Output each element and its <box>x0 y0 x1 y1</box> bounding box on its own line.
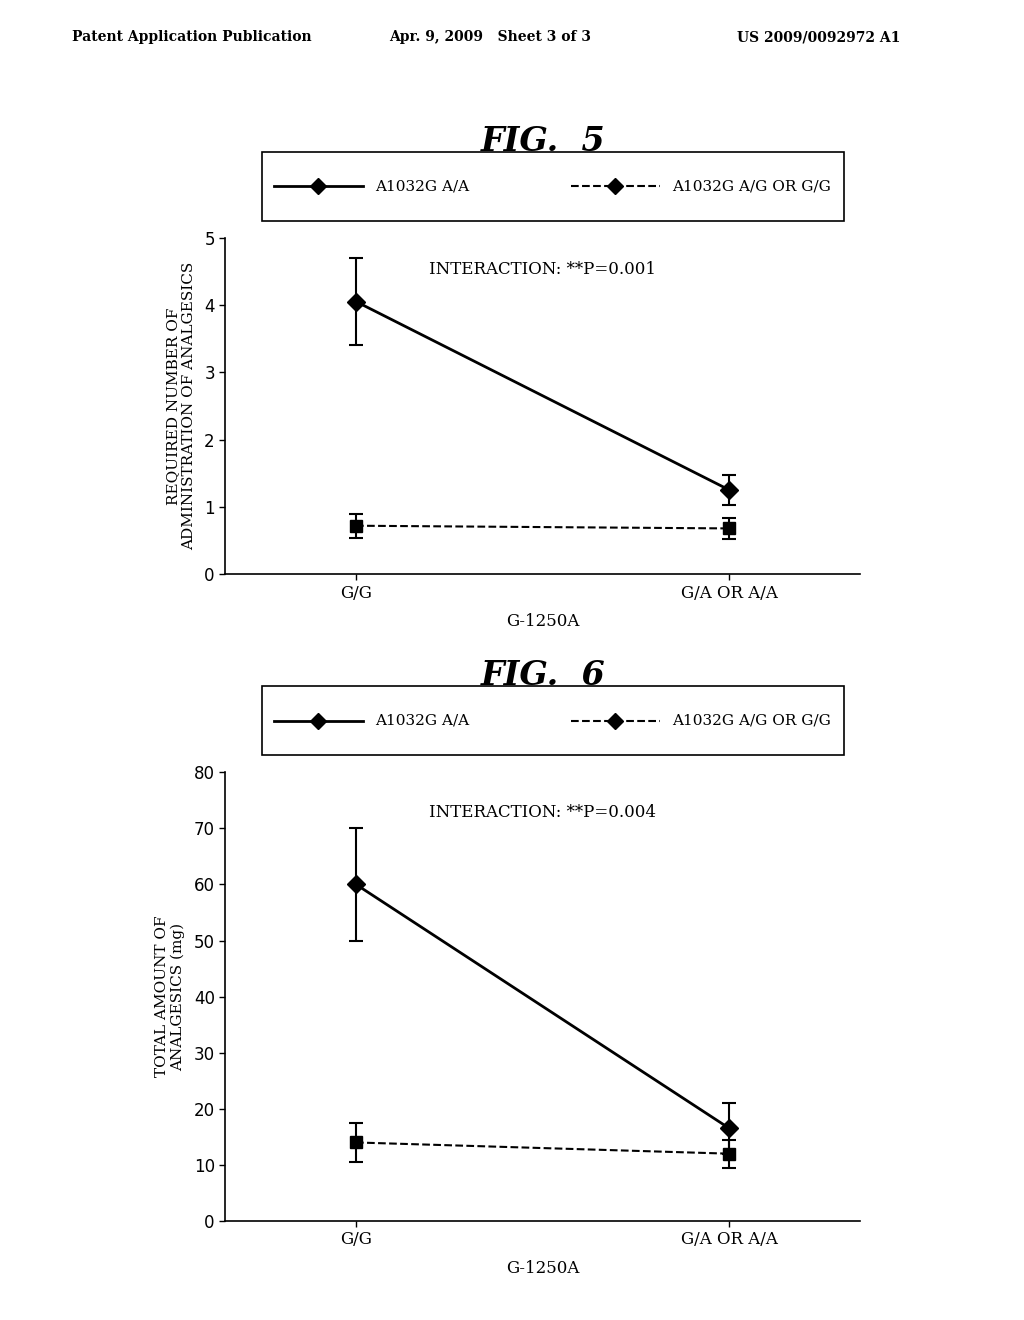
Y-axis label: TOTAL AMOUNT OF
ANALGESICS (mg): TOTAL AMOUNT OF ANALGESICS (mg) <box>155 916 185 1077</box>
X-axis label: G-1250A: G-1250A <box>506 1259 580 1276</box>
Text: Patent Application Publication: Patent Application Publication <box>72 30 311 45</box>
Text: A1032G A/G OR G/G: A1032G A/G OR G/G <box>672 180 830 193</box>
Text: FIG.  5: FIG. 5 <box>480 125 605 158</box>
Text: A1032G A/A: A1032G A/A <box>375 714 469 727</box>
FancyBboxPatch shape <box>262 152 844 220</box>
Y-axis label: REQUIRED NUMBER OF
ADMINISTRATION OF ANALGESICS: REQUIRED NUMBER OF ADMINISTRATION OF ANA… <box>166 261 196 550</box>
Text: US 2009/0092972 A1: US 2009/0092972 A1 <box>737 30 901 45</box>
Text: INTERACTION: **P=0.004: INTERACTION: **P=0.004 <box>429 804 656 821</box>
Text: FIG.  6: FIG. 6 <box>480 660 605 692</box>
Text: A1032G A/A: A1032G A/A <box>375 180 469 193</box>
FancyBboxPatch shape <box>262 686 844 755</box>
Text: INTERACTION: **P=0.001: INTERACTION: **P=0.001 <box>429 261 656 279</box>
X-axis label: G-1250A: G-1250A <box>506 612 580 630</box>
Text: Apr. 9, 2009   Sheet 3 of 3: Apr. 9, 2009 Sheet 3 of 3 <box>389 30 591 45</box>
Text: A1032G A/G OR G/G: A1032G A/G OR G/G <box>672 714 830 727</box>
